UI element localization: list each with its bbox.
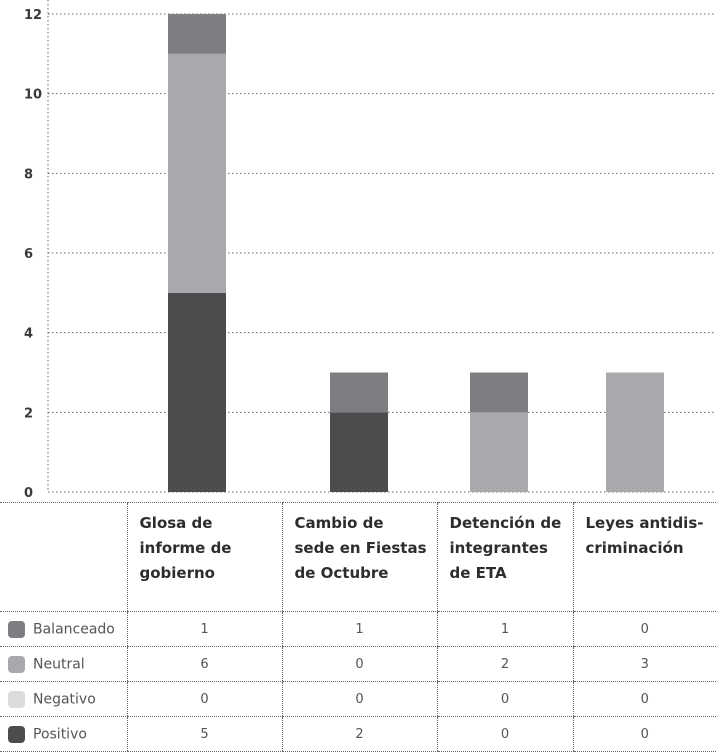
legend-label: Balanceado [33, 621, 115, 637]
legend-entry: Negativo [0, 681, 127, 717]
bar-positivo-1 [330, 412, 388, 492]
legend-entry: Positivo [0, 716, 127, 752]
table-row: Neutral 6 0 2 3 [0, 646, 716, 682]
value-cell: 2 [436, 646, 573, 682]
y-tick-label: 2 [24, 406, 33, 421]
y-tick-label: 4 [24, 327, 33, 342]
category-header-line: Leyes antidis- [585, 514, 704, 532]
bar-balanceado-0 [168, 14, 226, 54]
category-header: Glosa de informe de gobierno [126, 502, 282, 612]
y-tick-label: 6 [24, 247, 33, 262]
category-header: Leyes antidis-criminación [572, 502, 716, 612]
category-header-line: criminación [585, 539, 684, 557]
category-header-line: Detención de [449, 514, 562, 532]
table-row: Positivo 5 2 0 0 [0, 716, 716, 752]
legend-label: Neutral [33, 656, 85, 672]
category-header-line: de Octubre [294, 564, 389, 582]
value-cell: 0 [281, 681, 437, 717]
value-cell: 0 [281, 646, 437, 682]
legend-entry: Neutral [0, 646, 127, 682]
bar-neutral-3 [606, 372, 664, 492]
table-body: Balanceado 1 1 1 0 Neutral 6 0 2 3 Negativo 0 0 0 0 Pos… [0, 611, 716, 752]
value-cell: 0 [436, 716, 573, 752]
table-header-row: Glosa de informe de gobierno Cambio de sede … [0, 502, 716, 612]
legend-label: Negativo [33, 691, 96, 707]
data-table-container: Glosa de informe de gobierno Cambio de sede … [0, 502, 716, 752]
value-cell: 1 [281, 611, 437, 647]
category-header-line: informe de [139, 539, 232, 557]
y-tick-label: 12 [24, 8, 42, 23]
bar-balanceado-1 [330, 372, 388, 413]
category-header-line: gobierno [139, 564, 215, 582]
category-header-line: de ETA [449, 564, 507, 582]
category-header-line: integrantes [449, 539, 548, 557]
y-tick-label: 10 [24, 88, 42, 103]
value-cell: 5 [126, 716, 282, 752]
category-header-line: Glosa de [139, 514, 213, 532]
table-row: Balanceado 1 1 1 0 [0, 611, 716, 647]
category-header: Detención de integrantes de ETA [436, 502, 573, 612]
category-header-line: sede en Fiestas [294, 539, 427, 557]
value-cell: 1 [436, 611, 573, 647]
bar-balanceado-2 [470, 372, 528, 413]
table-corner [0, 502, 127, 612]
value-cell: 6 [126, 646, 282, 682]
y-tick-label: 0 [24, 486, 33, 500]
value-cell: 0 [126, 681, 282, 717]
value-cell: 0 [572, 681, 716, 717]
bar-neutral-0 [168, 53, 226, 293]
value-cell: 2 [281, 716, 437, 752]
bar-positivo-0 [168, 292, 226, 492]
table-row: Negativo 0 0 0 0 [0, 681, 716, 717]
value-cell: 0 [572, 611, 716, 647]
legend-swatch [8, 620, 25, 638]
stacked-bar-chart: 0 2 4 6 8 10 12 [24, 0, 716, 500]
data-table: Glosa de informe de gobierno Cambio de sede … [0, 502, 716, 752]
legend-entry: Balanceado [0, 611, 127, 647]
category-header: Cambio de sede en Fiestas de Octubre [281, 502, 437, 612]
value-cell: 1 [126, 611, 282, 647]
category-header-line: Cambio de [294, 514, 384, 532]
legend-swatch [8, 690, 25, 708]
bar-neutral-2 [470, 412, 528, 492]
value-cell: 3 [572, 646, 716, 682]
legend-label: Positivo [33, 726, 87, 742]
value-cell: 0 [572, 716, 716, 752]
legend-swatch [8, 725, 25, 743]
value-cell: 0 [436, 681, 573, 717]
legend-swatch [8, 655, 25, 673]
y-tick-label: 8 [24, 167, 33, 182]
